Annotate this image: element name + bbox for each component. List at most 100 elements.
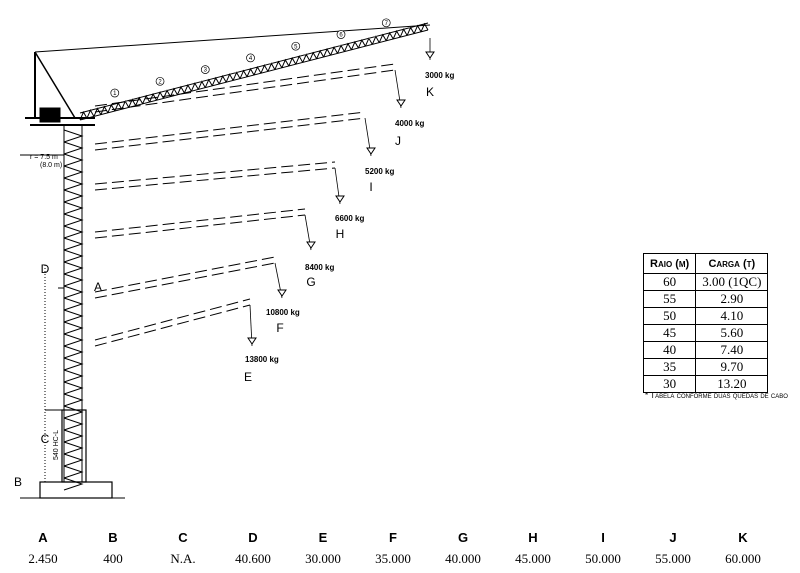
dimension-header: E — [318, 529, 328, 545]
dimension-header: I — [601, 529, 605, 545]
dimensions-table: A B C D E F G H I J K 2.450 400 N.A. 40.600 30.000 35.0… — [8, 527, 778, 571]
table-row: 50 4.10 — [642, 307, 769, 325]
table-cell: 7.40 — [695, 341, 769, 359]
table-row: 45 5.60 — [642, 324, 769, 342]
luffing-jib — [94, 167, 336, 191]
table-row: 60 3.00 (1QC) — [642, 273, 769, 291]
crane-drawing: D A C B r = 7.5 m (8.0 m) 540 HC-L 1 2 3 4 5… — [14, 18, 454, 499]
luffing-jib — [94, 111, 366, 145]
luffing-jib — [94, 208, 306, 233]
position-letter: K — [426, 85, 434, 99]
table-cell: 60 — [642, 273, 697, 291]
luffing-jib — [94, 256, 276, 293]
luffing-jib — [94, 214, 306, 239]
mast-label: B — [14, 475, 22, 489]
jib-label: 3 — [204, 68, 208, 74]
table-row: 35 9.70 — [642, 358, 769, 376]
luffing-jib — [94, 161, 336, 185]
table-cell: 50 — [642, 307, 697, 325]
dimension-header: C — [178, 529, 188, 545]
mast-label: A — [94, 280, 102, 294]
table-cell: 4.10 — [695, 307, 769, 325]
luffing-jib — [94, 304, 251, 347]
radius-label: (8.0 m) — [40, 162, 62, 169]
table-cell: 3.00 (1QC) — [695, 273, 769, 291]
table-cell: 55 — [642, 290, 697, 308]
jib-label: 4 — [249, 56, 253, 62]
load-table: Raio (m) Carga (t) 60 3.00 (1QC) 55 2.90 50 4.… — [642, 253, 769, 393]
section-label: 540 HC-L — [53, 430, 60, 460]
dimension-value: 45.000 — [515, 551, 551, 566]
table-cell: 45 — [642, 324, 697, 342]
dimension-value: 2.450 — [28, 551, 58, 566]
jib-label-circle — [381, 18, 391, 28]
load-label: 10800 kg — [266, 308, 300, 317]
table-header: Carga (t) — [695, 253, 769, 274]
jib-label-circle — [200, 65, 210, 74]
crane-structure — [20, 24, 431, 499]
table-cell: 13.20 — [695, 375, 769, 393]
load-label: 5200 kg — [365, 167, 394, 176]
jib-label-circle — [291, 41, 301, 51]
jib-label-circle — [246, 53, 255, 63]
jib-label: 6 — [339, 33, 343, 39]
dimension-header: B — [108, 529, 118, 545]
hook — [396, 99, 406, 107]
dimension-header: D — [248, 529, 258, 545]
radius-label: r = 7.5 m — [30, 154, 58, 161]
dimension-value: 55.000 — [655, 551, 691, 566]
hook — [425, 51, 435, 59]
dimension-value: N.A. — [170, 551, 196, 566]
mast-label: D — [41, 262, 50, 276]
dimension-value: 50.000 — [585, 551, 621, 566]
jib-label-circle — [110, 88, 120, 98]
table-cell: 2.90 — [695, 290, 769, 308]
table-cell: 5.60 — [695, 324, 769, 342]
dimension-value: 400 — [103, 551, 123, 566]
dimension-header: G — [457, 529, 469, 545]
dimension-header: K — [738, 529, 748, 545]
jib-label-circle — [336, 30, 346, 39]
jib-label: 2 — [158, 79, 162, 85]
position-letter: F — [276, 321, 283, 335]
table-cell: 9.70 — [695, 358, 769, 376]
table-row: 55 2.90 — [642, 290, 769, 308]
table-cell: 30 — [642, 375, 697, 393]
dimension-value: 35.000 — [375, 551, 411, 566]
position-letter: J — [395, 134, 401, 148]
dimension-value: 30.000 — [305, 551, 341, 566]
position-letter: G — [306, 275, 315, 289]
dimension-header: A — [38, 529, 48, 545]
table-row: 30 13.20 — [642, 375, 769, 393]
dimension-header: H — [528, 529, 538, 545]
hook — [366, 147, 376, 155]
table-cell: 40 — [642, 341, 697, 359]
table-note: * Tabela conforme duas quedas de cabo — [645, 391, 788, 400]
jib-label: 1 — [113, 91, 117, 97]
luffing-jib — [94, 262, 276, 299]
table-header: Raio (m) — [642, 253, 697, 274]
dimension-value: 40.000 — [445, 551, 481, 566]
position-letter: H — [336, 227, 345, 241]
jib — [79, 22, 429, 121]
jib-label: 7 — [385, 21, 389, 27]
hook — [306, 241, 316, 249]
hook — [277, 289, 287, 297]
dimension-header: J — [669, 529, 677, 545]
mast — [63, 125, 84, 491]
luffing-jib — [94, 298, 251, 341]
dimension-value: 40.600 — [235, 551, 271, 566]
dimension-value: 60.000 — [725, 551, 761, 566]
position-letter: I — [369, 180, 372, 194]
load-label: 8400 kg — [305, 263, 334, 272]
dimension-header: F — [389, 529, 397, 545]
mast-label: C — [41, 432, 50, 446]
load-label: 3000 kg — [425, 71, 454, 80]
table-cell: 35 — [642, 358, 697, 376]
load-label: 13800 kg — [245, 355, 279, 364]
hook — [335, 195, 345, 203]
luffing-jib — [94, 69, 396, 113]
load-label: 6600 kg — [335, 214, 364, 223]
table-row: 40 7.40 — [642, 341, 769, 359]
